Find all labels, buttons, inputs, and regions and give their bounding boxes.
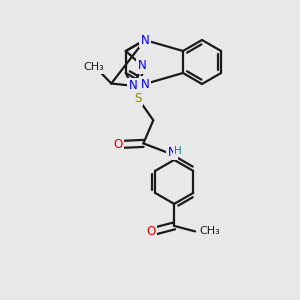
Text: N: N bbox=[140, 34, 149, 46]
Text: N: N bbox=[140, 77, 149, 91]
Text: H: H bbox=[175, 146, 182, 156]
Text: CH₃: CH₃ bbox=[199, 226, 220, 236]
Text: O: O bbox=[147, 225, 156, 238]
Text: N: N bbox=[129, 79, 138, 92]
Text: O: O bbox=[114, 138, 123, 151]
Text: CH₃: CH₃ bbox=[83, 62, 104, 72]
Text: N: N bbox=[138, 59, 146, 72]
Text: S: S bbox=[134, 92, 142, 105]
Text: N: N bbox=[167, 146, 176, 159]
